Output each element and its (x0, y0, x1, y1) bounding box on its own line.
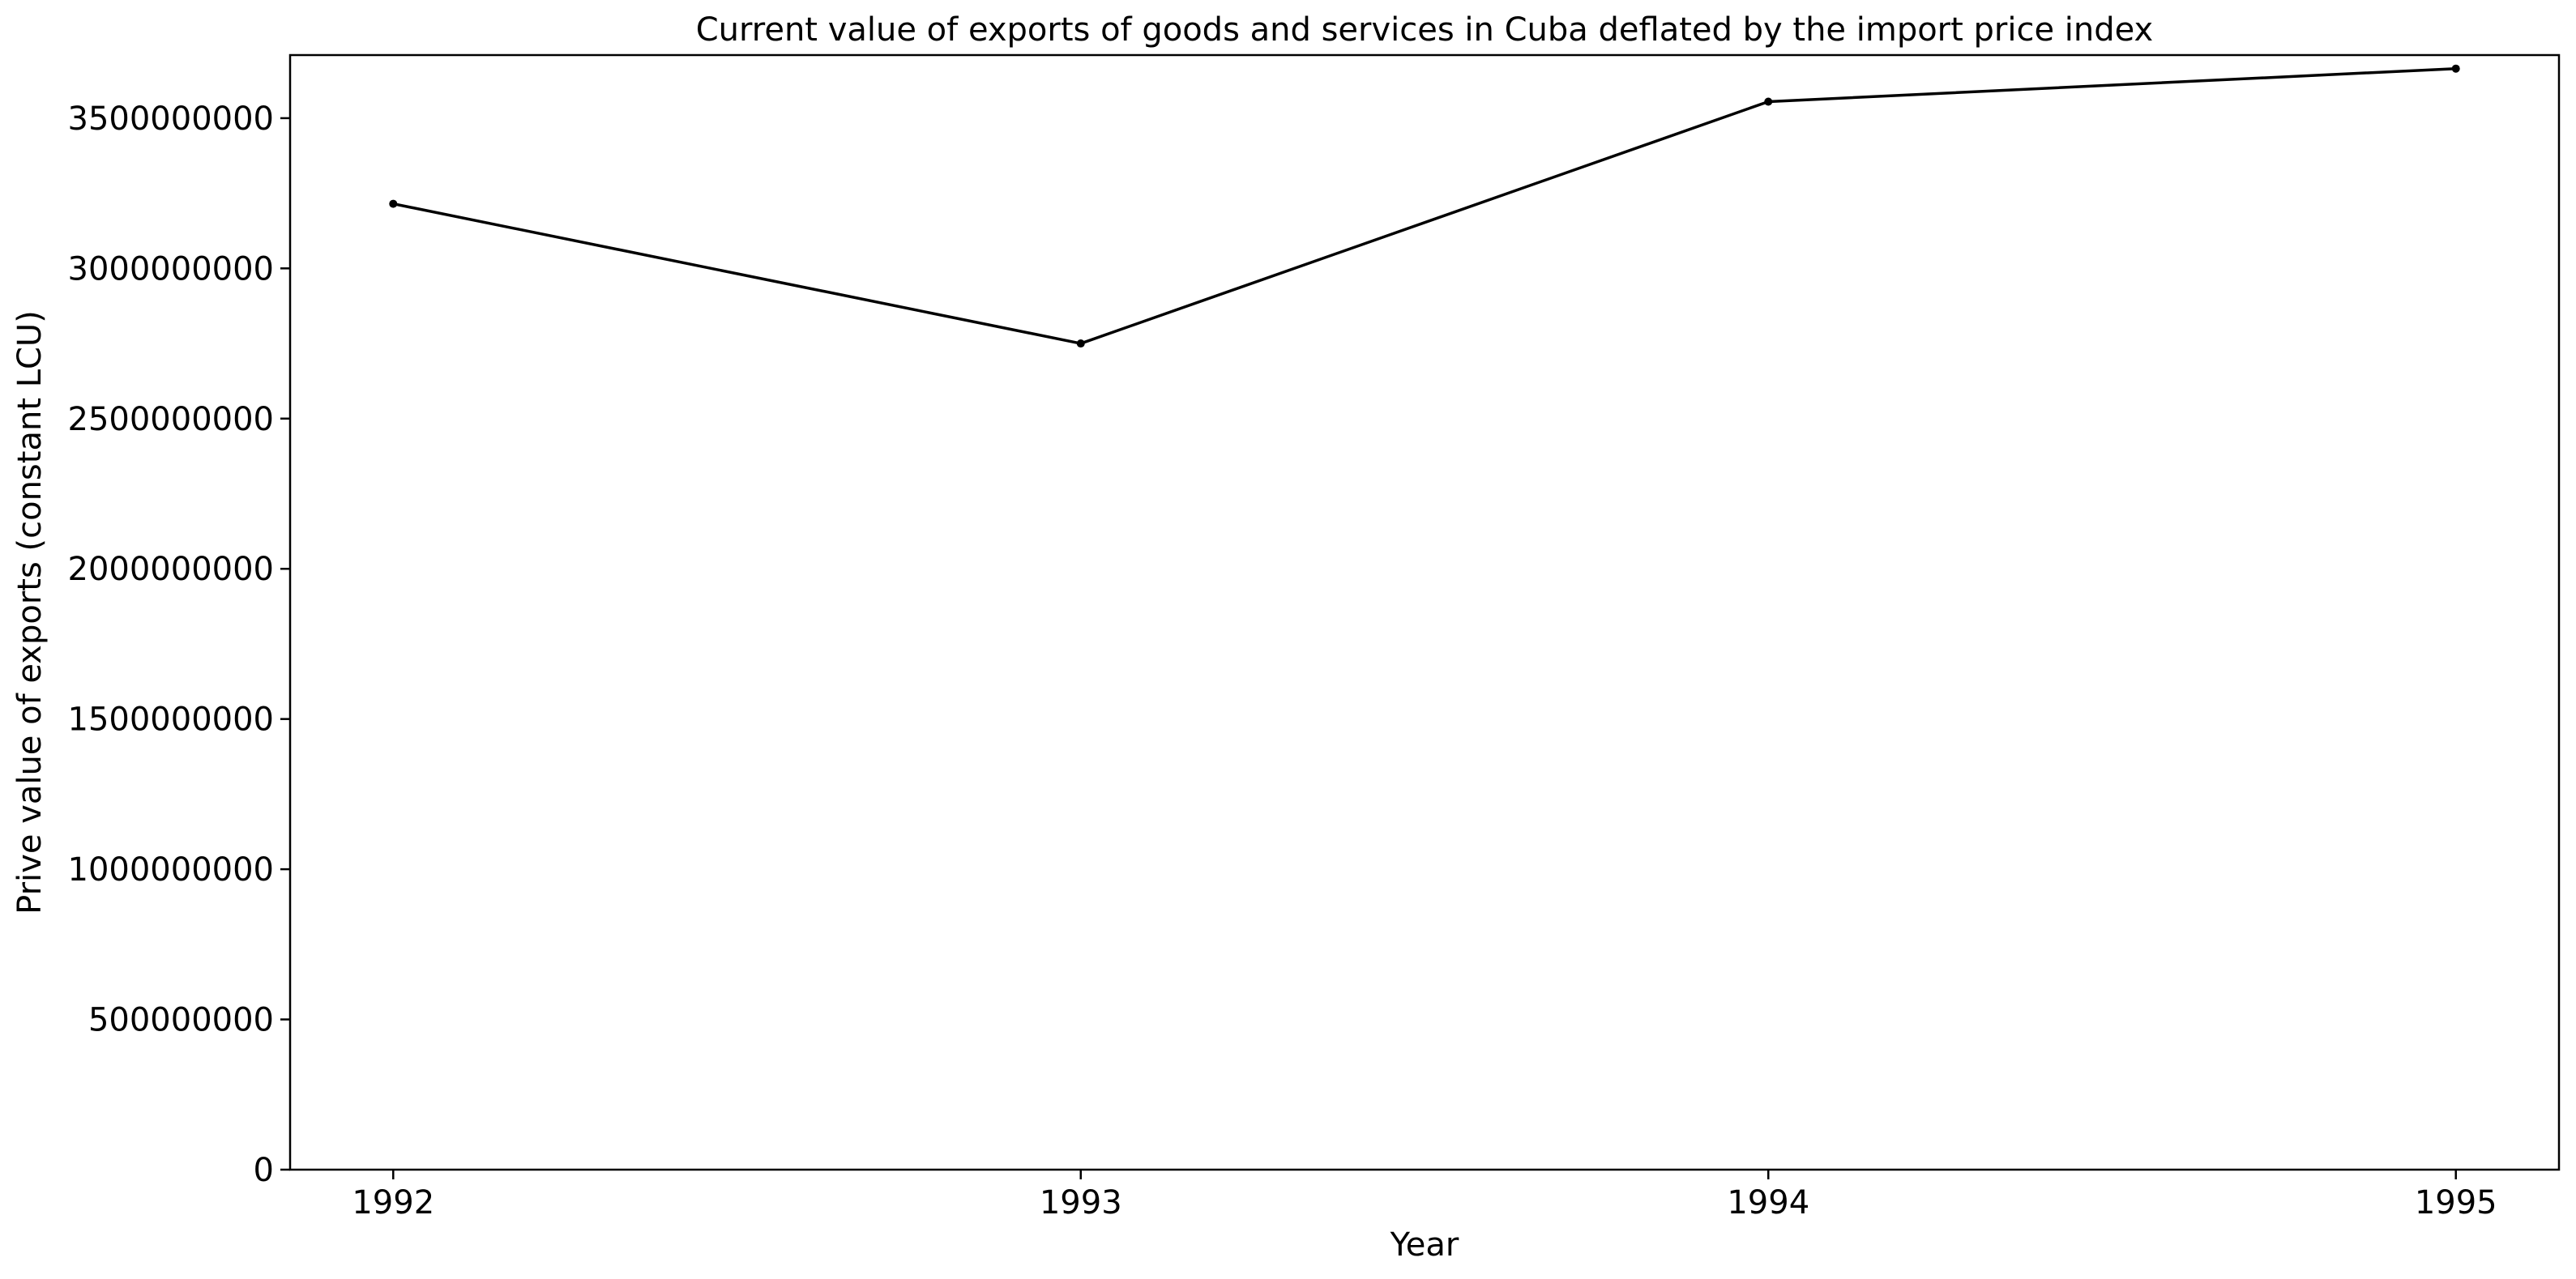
y-tick-label: 500000000 (88, 1002, 274, 1039)
data-point (1076, 339, 1085, 348)
y-tick-label: 1000000000 (68, 851, 275, 889)
x-axis-label: Year (1390, 1226, 1459, 1264)
data-point (1764, 97, 1773, 106)
plot-area-frame (288, 53, 2561, 1171)
data-point (389, 199, 398, 208)
x-tick-label: 1995 (2415, 1184, 2497, 1221)
y-tick-label: 3500000000 (68, 100, 275, 138)
data-point (2451, 64, 2460, 73)
y-tick-label: 0 (254, 1152, 274, 1189)
x-tick-label: 1994 (1727, 1184, 1809, 1221)
x-axis-ticks: 1992 1993 1994 1995 (352, 1170, 2497, 1221)
x-tick-label: 1992 (352, 1184, 434, 1221)
y-tick-label: 3000000000 (68, 250, 275, 288)
y-tick-label: 2500000000 (68, 401, 275, 438)
x-tick-label: 1993 (1040, 1184, 1122, 1221)
chart-title: Current value of exports of goods and se… (696, 11, 2153, 49)
series-layer (389, 64, 2460, 348)
y-axis-label: Prive value of exports (constant LCU) (11, 310, 49, 914)
y-axis-ticks: 0 500000000 1000000000 1500000000 2000000000… (68, 100, 290, 1189)
y-tick-label: 2000000000 (68, 551, 275, 588)
y-tick-label: 1500000000 (68, 701, 275, 739)
series-line (392, 66, 2456, 345)
